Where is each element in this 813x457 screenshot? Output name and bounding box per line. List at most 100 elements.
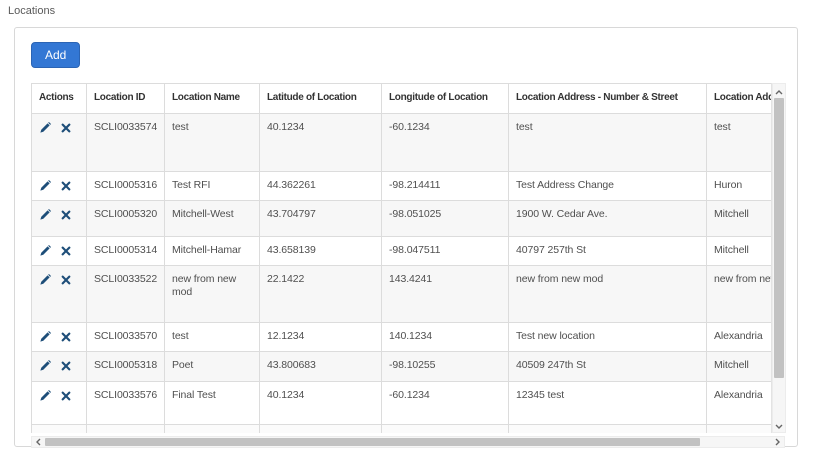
locations-panel: Add Actions Location ID Location Name La… [14, 27, 798, 447]
table-row-partial [32, 425, 773, 434]
table-row: SCLI0005314 Mitchell-Hamar 43.658139 -98… [32, 237, 773, 266]
pencil-icon [39, 209, 51, 221]
x-icon [61, 361, 71, 371]
cell-latitude: 22.1422 [260, 266, 382, 323]
cell-location-name: Test RFI [165, 172, 260, 201]
cell-city: test [707, 114, 773, 172]
cell-location-id: SCLI0033522 [87, 266, 165, 323]
actions-cell [32, 266, 87, 323]
cell-city: Mitchell [707, 237, 773, 266]
cell-longitude: 140.1234 [382, 323, 509, 352]
cell-city: Alexandria [707, 382, 773, 425]
cell-location-name: test [165, 114, 260, 172]
cell-city: Huron [707, 172, 773, 201]
col-header-id: Location ID [87, 84, 165, 114]
x-icon [61, 181, 71, 191]
col-header-street: Location Address - Number & Street [509, 84, 707, 114]
x-icon [61, 210, 71, 220]
delete-button[interactable] [61, 332, 71, 342]
pencil-icon [39, 360, 51, 372]
chevron-right-icon [775, 433, 780, 451]
edit-button[interactable] [39, 331, 51, 343]
delete-button[interactable] [61, 181, 71, 191]
pencil-icon [39, 245, 51, 257]
edit-button[interactable] [39, 180, 51, 192]
vertical-scrollbar[interactable] [772, 83, 786, 433]
cell-longitude: 143.4241 [382, 266, 509, 323]
cell-city: Mitchell [707, 352, 773, 382]
x-icon [61, 332, 71, 342]
col-header-longitude: Longitude of Location [382, 84, 509, 114]
x-icon [61, 246, 71, 256]
cell-location-id: SCLI0005316 [87, 172, 165, 201]
edit-button[interactable] [39, 274, 51, 286]
table-viewport: Actions Location ID Location Name Latitu… [31, 83, 772, 433]
col-header-actions: Actions [32, 84, 87, 114]
delete-button[interactable] [61, 275, 71, 285]
delete-button[interactable] [61, 391, 71, 401]
cell-city: Mitchell [707, 201, 773, 237]
cell-location-id: SCLI0005314 [87, 237, 165, 266]
cell-latitude: 40.1234 [260, 114, 382, 172]
pencil-icon [39, 274, 51, 286]
cell-city: new from new mod [707, 266, 773, 323]
locations-table: Actions Location ID Location Name Latitu… [31, 83, 772, 433]
horizontal-scroll-thumb[interactable] [45, 438, 700, 446]
page-title: Locations [8, 5, 55, 17]
actions-cell [32, 237, 87, 266]
edit-button[interactable] [39, 360, 51, 372]
cell-location-id: SCLI0033576 [87, 382, 165, 425]
col-header-city: Location Addre [707, 84, 773, 114]
table-row: SCLI0033574 test 40.1234 -60.1234 test t… [32, 114, 773, 172]
cell-latitude: 12.1234 [260, 323, 382, 352]
actions-cell [32, 352, 87, 382]
cell-street: test [509, 114, 707, 172]
vertical-scroll-thumb[interactable] [774, 98, 784, 378]
cell-street: 12345 test [509, 382, 707, 425]
table-row: SCLI0005316 Test RFI 44.362261 -98.21441… [32, 172, 773, 201]
actions-cell [32, 382, 87, 425]
locations-grid: Actions Location ID Location Name Latitu… [31, 83, 786, 433]
x-icon [61, 123, 71, 133]
cell-street: Test new location [509, 323, 707, 352]
horizontal-scrollbar[interactable] [31, 436, 785, 448]
edit-button[interactable] [39, 245, 51, 257]
cell-location-id: SCLI0005320 [87, 201, 165, 237]
actions-cell [32, 114, 87, 172]
edit-button[interactable] [39, 209, 51, 221]
pencil-icon [39, 122, 51, 134]
scroll-right-button[interactable] [772, 437, 783, 447]
cell-city: Alexandria [707, 323, 773, 352]
pencil-icon [39, 331, 51, 343]
delete-button[interactable] [61, 210, 71, 220]
cell-street: 40797 257th St [509, 237, 707, 266]
cell-location-id: SCLI0033574 [87, 114, 165, 172]
cell-longitude: -60.1234 [382, 382, 509, 425]
cell-location-id: SCLI0005318 [87, 352, 165, 382]
cell-street: 1900 W. Cedar Ave. [509, 201, 707, 237]
cell-location-name: Final Test [165, 382, 260, 425]
delete-button[interactable] [61, 246, 71, 256]
edit-button[interactable] [39, 390, 51, 402]
actions-cell [32, 323, 87, 352]
col-header-latitude: Latitude of Location [260, 84, 382, 114]
edit-button[interactable] [39, 122, 51, 134]
cell-longitude: -98.10255 [382, 352, 509, 382]
delete-button[interactable] [61, 123, 71, 133]
chevron-down-icon [775, 416, 783, 434]
scroll-up-button[interactable] [773, 85, 785, 97]
table-row: SCLI0033576 Final Test 40.1234 -60.1234 … [32, 382, 773, 425]
delete-button[interactable] [61, 361, 71, 371]
scroll-left-button[interactable] [33, 437, 44, 447]
scroll-down-button[interactable] [773, 419, 785, 431]
actions-cell [32, 201, 87, 237]
actions-cell [32, 172, 87, 201]
col-header-name: Location Name [165, 84, 260, 114]
cell-longitude: -98.051025 [382, 201, 509, 237]
cell-location-id: SCLI0033570 [87, 323, 165, 352]
cell-latitude: 43.658139 [260, 237, 382, 266]
cell-street: 40509 247th St [509, 352, 707, 382]
table-row: SCLI0033570 test 12.1234 140.1234 Test n… [32, 323, 773, 352]
add-button[interactable]: Add [31, 42, 80, 68]
table-row: SCLI0033522 new from new mod 22.1422 143… [32, 266, 773, 323]
